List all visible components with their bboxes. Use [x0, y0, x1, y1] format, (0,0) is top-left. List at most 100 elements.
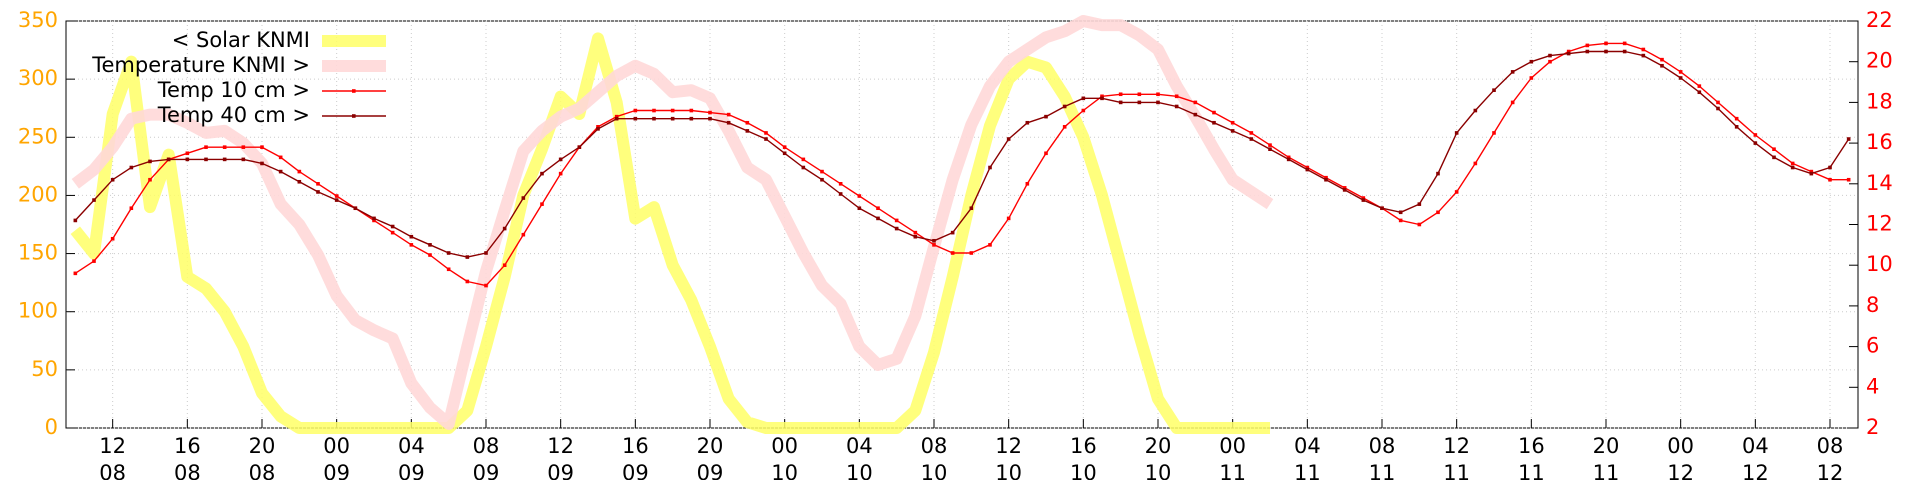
y-tick-label: 50	[31, 357, 58, 381]
x-tick-label-line: 10	[1145, 461, 1172, 480]
point	[185, 151, 190, 156]
point	[876, 206, 880, 211]
y-tick-label: 100	[18, 299, 58, 323]
point	[428, 243, 432, 247]
x-tick-label-line: 09	[473, 461, 500, 480]
x-tick-label-line: 11	[1369, 461, 1396, 480]
x-tick-label: 20 11	[1593, 434, 1620, 480]
x-tick-label: 04 11	[1294, 434, 1321, 480]
x-tick-label-line: 20	[1593, 434, 1620, 458]
y-tick-label: 150	[18, 241, 58, 265]
point	[1846, 137, 1851, 141]
point	[801, 157, 806, 162]
point	[521, 232, 526, 237]
x-tick-label-line: 08	[921, 434, 948, 458]
point	[1604, 49, 1608, 54]
point	[801, 165, 806, 170]
point	[1828, 177, 1832, 182]
x-tick-label-line: 12	[99, 434, 126, 458]
point	[297, 169, 302, 174]
point	[1809, 171, 1814, 176]
point	[1436, 210, 1440, 215]
y2-tick-label: 12	[1866, 212, 1893, 236]
point	[1454, 190, 1459, 194]
x-tick-label-line: 12	[547, 434, 574, 458]
point	[1156, 100, 1160, 105]
point	[820, 177, 824, 182]
x-tick-label: 12 09	[547, 434, 574, 480]
point	[1734, 116, 1739, 121]
point	[652, 108, 656, 113]
x-tick-label: 16 08	[174, 434, 201, 480]
point	[1473, 161, 1478, 166]
legend-label: Temp 10 cm >	[157, 78, 310, 102]
point	[241, 145, 246, 149]
point	[222, 157, 227, 162]
y2-tick-label: 8	[1866, 293, 1879, 317]
x-tick-label-line: 10	[921, 461, 948, 480]
point	[932, 243, 936, 247]
point	[1305, 165, 1310, 170]
point	[577, 145, 582, 149]
point	[409, 234, 414, 239]
point	[1380, 206, 1384, 211]
x-tick-label: 00 10	[771, 434, 798, 480]
point	[633, 108, 638, 113]
point	[1585, 49, 1590, 54]
point	[73, 271, 78, 276]
x-tick-label: 16 11	[1518, 434, 1545, 480]
point	[764, 131, 768, 135]
point	[1772, 147, 1776, 152]
point	[1118, 100, 1123, 105]
point	[1417, 222, 1422, 227]
point	[1417, 202, 1422, 206]
point	[1398, 218, 1403, 223]
point	[596, 125, 600, 129]
point	[1174, 104, 1179, 109]
point	[1622, 41, 1627, 46]
point	[1212, 110, 1216, 115]
legend-label: Temperature KNMI >	[91, 53, 310, 77]
x-tick-label: 16 09	[622, 434, 649, 480]
point	[894, 218, 899, 223]
point	[1100, 94, 1104, 99]
point	[1268, 143, 1272, 147]
point	[1585, 43, 1590, 48]
point	[857, 206, 862, 211]
point	[1081, 108, 1086, 113]
point	[1062, 104, 1067, 109]
point	[558, 171, 563, 176]
x-tick-label-line: 08	[1817, 434, 1844, 458]
point	[614, 114, 619, 119]
point	[1809, 169, 1814, 174]
point	[278, 169, 283, 174]
point	[1230, 129, 1235, 133]
x-tick-label-line: 12	[995, 434, 1022, 458]
x-tick-label-line: 00	[323, 434, 350, 458]
point	[652, 116, 656, 121]
point	[876, 216, 880, 221]
y-tick-label: 0	[45, 415, 58, 439]
point	[1510, 70, 1515, 74]
point	[1212, 120, 1216, 125]
point	[1716, 106, 1720, 111]
x-tick-label-line: 08	[1369, 434, 1396, 458]
x-tick-label-line: 09	[547, 461, 574, 480]
series-line	[74, 42, 1849, 287]
point	[316, 182, 320, 186]
y2-tick-label: 14	[1866, 171, 1893, 195]
point	[1324, 175, 1328, 180]
point	[689, 108, 694, 113]
x-tick-label-line: 16	[174, 434, 201, 458]
point	[316, 190, 320, 194]
series-line	[71, 15, 1274, 430]
point	[857, 194, 862, 198]
point	[390, 224, 395, 229]
point	[222, 145, 227, 149]
point	[913, 234, 918, 239]
x-tick-label: 12 11	[1443, 434, 1470, 480]
x-tick-label: 16 10	[1070, 434, 1097, 480]
x-tick-label-line: 08	[174, 461, 201, 480]
y-tick-label: 200	[18, 182, 58, 206]
